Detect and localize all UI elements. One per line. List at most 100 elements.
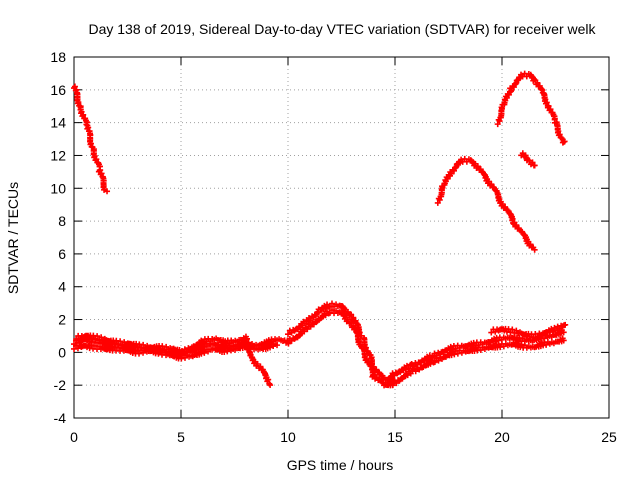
data-point bbox=[556, 131, 563, 138]
data-point bbox=[243, 335, 250, 342]
series-evening-upper bbox=[488, 321, 569, 341]
x-tick-label: 15 bbox=[387, 429, 403, 445]
data-point bbox=[559, 139, 566, 146]
data-point bbox=[183, 348, 190, 355]
data-point bbox=[180, 350, 187, 357]
y-tick-label: -2 bbox=[54, 377, 67, 393]
series-arc-afternoon-peak bbox=[434, 155, 538, 253]
data-point bbox=[526, 157, 533, 164]
data-point bbox=[427, 360, 434, 367]
data-point bbox=[243, 342, 250, 349]
data-point bbox=[71, 83, 78, 90]
x-tick-label: 5 bbox=[177, 429, 185, 445]
data-point bbox=[285, 331, 291, 338]
data-point bbox=[560, 337, 567, 344]
data-point bbox=[267, 382, 274, 389]
data-point bbox=[328, 307, 335, 314]
y-tick-label: 16 bbox=[50, 82, 66, 98]
series-band-c bbox=[73, 332, 250, 357]
data-point bbox=[450, 167, 457, 174]
y-axis-label: SDTVAR / TECUs bbox=[5, 182, 21, 294]
data-point bbox=[350, 322, 357, 329]
data-point bbox=[543, 99, 550, 106]
data-point bbox=[322, 305, 329, 312]
data-point bbox=[513, 222, 520, 229]
data-point bbox=[350, 314, 357, 321]
data-point bbox=[505, 91, 512, 98]
data-point bbox=[530, 334, 537, 341]
data-point bbox=[201, 349, 208, 356]
data-point bbox=[387, 373, 394, 380]
y-tick-label: 2 bbox=[58, 312, 66, 328]
data-point bbox=[549, 328, 556, 335]
data-point bbox=[531, 162, 538, 169]
data-point bbox=[198, 350, 205, 357]
series-bump-midday-lower bbox=[285, 307, 397, 389]
data-point bbox=[494, 121, 501, 128]
series-recovery-afternoon-lower bbox=[389, 335, 567, 389]
data-point bbox=[93, 156, 100, 163]
data-point bbox=[136, 350, 143, 357]
data-point bbox=[510, 84, 517, 91]
data-point bbox=[444, 175, 451, 182]
data-point bbox=[307, 323, 314, 330]
data-point bbox=[285, 339, 291, 346]
x-tick-label: 20 bbox=[494, 429, 510, 445]
x-axis-label: GPS time / hours bbox=[287, 457, 394, 473]
data-point bbox=[560, 329, 567, 336]
data-point bbox=[389, 382, 396, 389]
data-point bbox=[117, 338, 124, 345]
data-point bbox=[96, 167, 103, 174]
data-point bbox=[503, 94, 510, 101]
data-point bbox=[257, 363, 264, 370]
data-point bbox=[488, 181, 495, 188]
data-point bbox=[402, 366, 409, 373]
data-point bbox=[407, 370, 414, 377]
data-point bbox=[527, 241, 534, 248]
series-band-b bbox=[71, 341, 281, 362]
data-point bbox=[435, 357, 442, 364]
data-point bbox=[547, 106, 554, 113]
data-point bbox=[429, 354, 436, 361]
data-point bbox=[83, 121, 90, 128]
y-tick-label: 6 bbox=[58, 246, 66, 262]
data-points bbox=[71, 70, 569, 389]
data-point bbox=[509, 326, 516, 333]
series-drop-late-morning bbox=[242, 342, 274, 389]
data-point bbox=[301, 328, 308, 335]
series-arc-late-peak bbox=[494, 70, 568, 146]
y-tick-label: 18 bbox=[50, 49, 66, 65]
y-tick-label: 4 bbox=[58, 279, 66, 295]
y-tick-label: 8 bbox=[58, 213, 66, 229]
data-point bbox=[322, 312, 329, 319]
y-tick-label: 12 bbox=[50, 147, 66, 163]
plot-frame bbox=[73, 56, 610, 419]
chart-title: Day 138 of 2019, Sidereal Day-to-day VTE… bbox=[88, 21, 596, 37]
y-tick-label: 14 bbox=[50, 115, 66, 131]
data-point bbox=[265, 376, 272, 383]
data-point bbox=[454, 350, 461, 357]
data-point bbox=[431, 359, 438, 366]
data-point bbox=[373, 374, 380, 381]
data-point bbox=[531, 76, 538, 83]
data-point bbox=[274, 342, 281, 349]
data-point bbox=[94, 333, 101, 340]
data-point bbox=[267, 344, 274, 351]
x-tick-label: 0 bbox=[70, 429, 78, 445]
y-tick-label: -4 bbox=[54, 410, 67, 426]
data-point bbox=[363, 355, 370, 362]
data-point bbox=[529, 159, 536, 166]
data-point bbox=[562, 321, 569, 328]
y-tick-labels: -4 -2 0 2 4 6 8 10 12 14 16 18 bbox=[50, 49, 66, 426]
data-point bbox=[404, 372, 411, 379]
data-point bbox=[531, 246, 538, 253]
data-point bbox=[80, 111, 87, 118]
data-point bbox=[203, 338, 210, 345]
data-point bbox=[434, 199, 441, 206]
series-arc-late-short bbox=[518, 150, 538, 169]
data-point bbox=[328, 300, 335, 307]
data-point bbox=[504, 207, 511, 214]
data-point bbox=[553, 327, 560, 334]
x-tick-label: 10 bbox=[280, 429, 296, 445]
